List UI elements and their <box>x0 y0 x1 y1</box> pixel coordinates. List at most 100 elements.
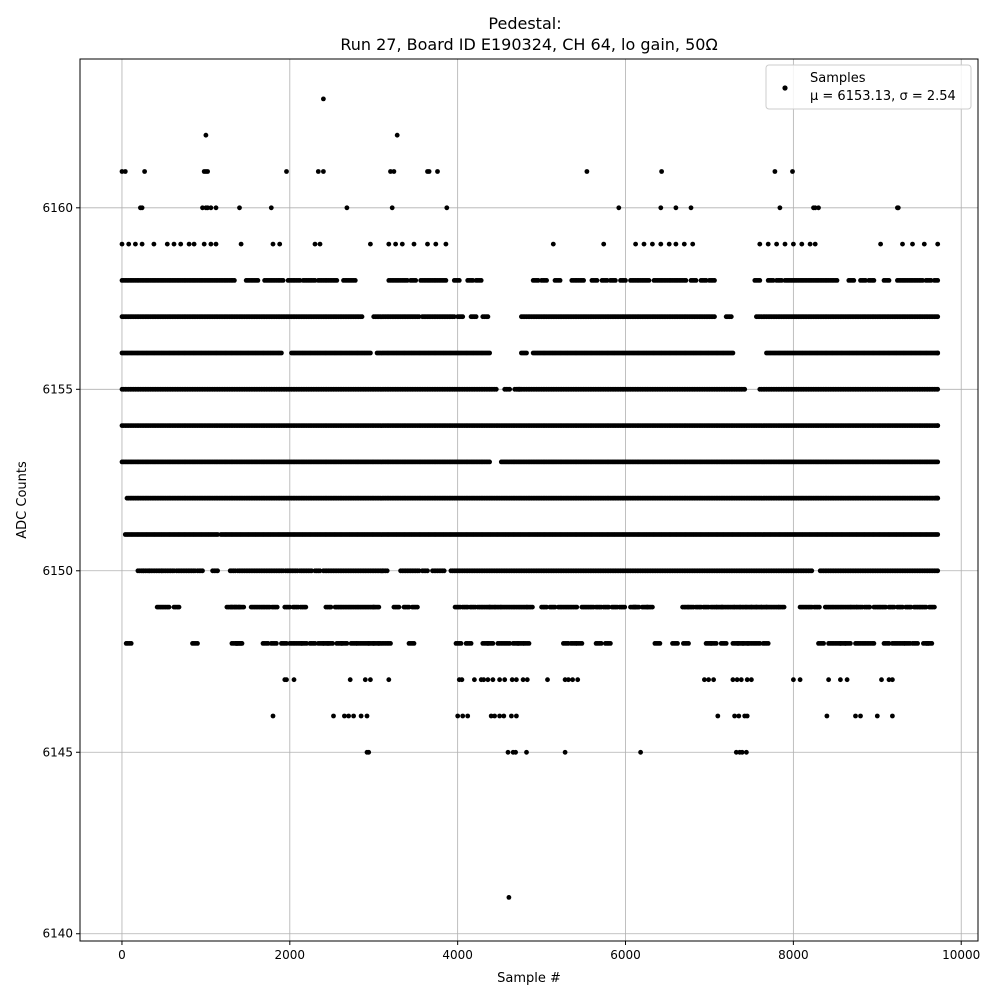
data-point <box>744 713 750 719</box>
data-point <box>886 677 892 683</box>
data-point <box>443 278 449 283</box>
data-point <box>284 677 289 683</box>
data-point <box>492 713 497 719</box>
data-point <box>657 641 663 646</box>
data-point <box>485 314 491 320</box>
data-point <box>910 241 915 247</box>
data-point <box>935 241 941 247</box>
data-point <box>321 96 326 102</box>
data-point <box>268 205 274 211</box>
data-point <box>886 278 892 283</box>
data-point <box>490 641 496 646</box>
data-point <box>478 278 484 283</box>
data-point <box>315 169 321 174</box>
data-point <box>890 713 895 719</box>
data-point <box>133 241 138 247</box>
data-point <box>411 641 417 646</box>
data-point <box>781 604 787 610</box>
data-point <box>203 132 209 138</box>
data-point <box>359 314 365 320</box>
data-point <box>164 241 170 247</box>
data-point <box>509 677 515 683</box>
data-point <box>514 713 519 719</box>
data-point <box>526 641 532 646</box>
data-point <box>342 713 347 719</box>
legend-stats: μ = 6153.13, σ = 2.54 <box>810 89 956 104</box>
data-point <box>574 604 580 610</box>
data-point <box>435 169 440 174</box>
data-point <box>502 677 508 683</box>
data-point <box>757 241 763 247</box>
data-point <box>237 205 242 211</box>
data-point <box>205 169 211 174</box>
data-point <box>683 278 689 283</box>
data-point <box>128 641 134 646</box>
chart-title-line1: Pedestal: <box>488 14 561 33</box>
data-point <box>935 386 941 392</box>
data-point <box>459 677 465 683</box>
data-point <box>524 749 529 755</box>
data-point <box>312 241 318 247</box>
data-point <box>728 314 734 320</box>
data-point <box>384 568 390 574</box>
data-point <box>834 278 840 283</box>
data-point <box>425 568 430 574</box>
data-point <box>744 677 750 683</box>
data-point <box>490 677 496 683</box>
data-point <box>166 604 172 610</box>
data-point <box>749 677 754 683</box>
data-point <box>287 604 293 610</box>
data-point <box>394 132 400 138</box>
data-point <box>928 278 934 283</box>
data-point <box>178 241 184 247</box>
data-point <box>765 241 771 247</box>
data-point <box>598 641 604 646</box>
data-point <box>799 241 805 247</box>
data-point <box>317 568 323 574</box>
data-point <box>544 278 549 283</box>
data-point <box>433 241 439 247</box>
data-point <box>774 241 779 247</box>
data-point <box>915 641 920 646</box>
data-point <box>368 241 373 247</box>
data-point <box>733 749 739 755</box>
data-point <box>673 241 679 247</box>
data-point <box>139 241 145 247</box>
data-point <box>330 641 335 646</box>
data-point <box>604 278 610 283</box>
data-point <box>291 677 297 683</box>
data-point <box>712 278 717 283</box>
data-point <box>364 713 370 719</box>
data-point <box>570 677 575 683</box>
data-point <box>935 568 941 574</box>
data-point <box>524 350 529 356</box>
data-point <box>883 604 889 610</box>
data-point <box>451 314 457 320</box>
data-point <box>900 604 905 610</box>
data-point <box>675 641 680 646</box>
data-point <box>838 677 843 683</box>
x-tick-label: 10000 <box>942 948 980 962</box>
data-point <box>456 278 462 283</box>
chart-title-line2: Run 27, Board ID E190324, CH 64, lo gain… <box>340 35 717 54</box>
data-point <box>742 386 748 392</box>
data-point <box>481 677 487 683</box>
data-point <box>208 241 214 247</box>
data-point <box>824 713 830 719</box>
data-point <box>399 241 405 247</box>
data-point <box>284 641 289 646</box>
data-point <box>171 241 177 247</box>
x-axis-label: Sample # <box>497 971 561 986</box>
data-point <box>874 713 880 719</box>
data-point <box>863 278 868 283</box>
data-point <box>530 604 535 610</box>
data-point <box>594 278 600 283</box>
data-point <box>126 241 132 247</box>
data-point <box>562 677 568 683</box>
data-point <box>772 169 778 174</box>
data-point <box>608 641 613 646</box>
data-point <box>711 677 716 683</box>
data-point <box>790 169 795 174</box>
data-point <box>265 641 271 646</box>
data-point <box>871 641 877 646</box>
